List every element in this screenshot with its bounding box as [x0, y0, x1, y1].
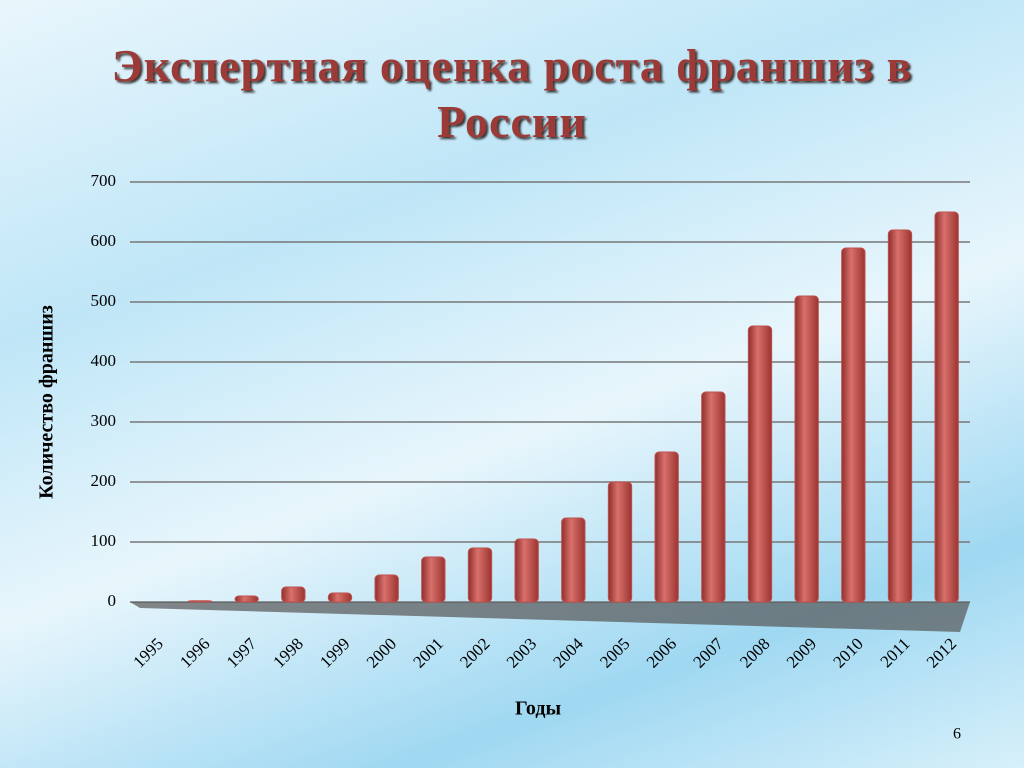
bar: [841, 247, 866, 603]
x-tick-label: 2011: [877, 634, 914, 671]
x-tick-label: 2012: [923, 634, 960, 671]
bar: [607, 481, 633, 603]
x-tick-label: 2004: [549, 634, 587, 672]
bar: [561, 517, 586, 603]
bar: [467, 547, 493, 603]
bar: [701, 391, 726, 603]
bar: [794, 295, 819, 603]
x-tick-label: 1998: [269, 634, 306, 671]
bar: [887, 229, 913, 603]
x-tick-label: 2000: [363, 634, 400, 671]
y-tick-label: 300: [91, 411, 117, 430]
x-tick-label: 1995: [129, 634, 166, 671]
y-tick-label: 0: [108, 591, 117, 610]
chart-title: Экспертная оценка роста франшиз в России: [111, 40, 913, 147]
x-tick-label: 2008: [736, 634, 773, 671]
slide-number: 6: [953, 726, 961, 743]
y-tick-label: 600: [91, 231, 117, 250]
bar: [934, 211, 959, 603]
bar: [421, 556, 446, 603]
bar: [327, 592, 353, 603]
x-tick-label: 2007: [689, 634, 727, 672]
bar: [281, 586, 306, 603]
x-tick-label: 2005: [596, 634, 633, 671]
floor: [130, 602, 970, 632]
bar: [747, 325, 773, 603]
bar: [654, 451, 679, 603]
x-tick-label: 2002: [456, 634, 493, 671]
x-tick-label: 2003: [503, 634, 540, 671]
x-tick-label: 1999: [316, 634, 353, 671]
x-tick-label: 2001: [409, 634, 446, 671]
y-tick-label: 100: [91, 531, 117, 550]
x-axis-label: Годы: [515, 698, 562, 720]
y-tick-label: 700: [91, 171, 117, 190]
bar: [514, 538, 539, 603]
x-tick-label: 2006: [643, 634, 680, 671]
x-tick-label: 1997: [223, 634, 261, 672]
x-tick-label: 1996: [176, 634, 213, 671]
y-tick-label: 200: [91, 471, 117, 490]
y-axis-label: Количество франшиз: [36, 305, 58, 499]
x-tick-label: 2010: [829, 634, 866, 671]
bar: [374, 574, 399, 603]
bar: [234, 595, 259, 603]
bar: [187, 600, 213, 603]
y-tick-label: 500: [91, 291, 117, 310]
y-tick-label: 400: [91, 351, 117, 370]
x-tick-label: 2009: [783, 634, 820, 671]
